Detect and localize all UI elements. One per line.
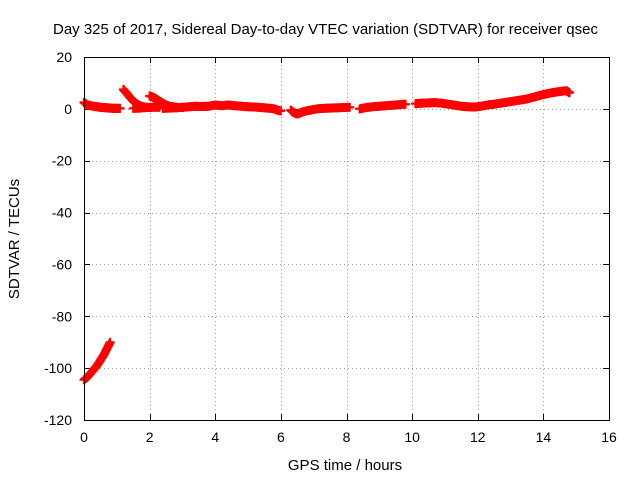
data-point [115, 103, 125, 113]
y-tick-label: 20 [56, 49, 72, 65]
x-tick-label: 4 [211, 429, 219, 445]
y-tick-label: -40 [52, 205, 72, 221]
chart-title: Day 325 of 2017, Sidereal Day-to-day VTE… [53, 21, 598, 38]
data-point [105, 337, 115, 347]
series-arc-F [286, 102, 355, 119]
series-arc-A [79, 97, 125, 113]
series-arc-G [355, 99, 411, 114]
x-tick-label: 8 [343, 429, 351, 445]
data-point [401, 99, 411, 109]
x-tick-label: 12 [470, 429, 486, 445]
y-tick-label: -120 [44, 412, 72, 428]
y-tick-label: -20 [52, 153, 72, 169]
y-tick-label: -60 [52, 256, 72, 272]
y-axis-label: SDTVAR / TECUs [6, 179, 23, 299]
x-tick-label: 6 [277, 429, 285, 445]
data-point [276, 106, 286, 116]
series-arc-E [158, 100, 286, 116]
axis-ticks: 0 2 4 6 8 10 12 14 16 20 0 -20 -40 -60 -80 -100 -120 [44, 49, 617, 445]
x-tick-label: 16 [601, 429, 617, 445]
x-tick-label: 0 [80, 429, 88, 445]
x-tick-label: 2 [146, 429, 154, 445]
x-tick-label: 10 [404, 429, 420, 445]
data-points [79, 84, 575, 385]
grid [84, 57, 609, 420]
data-point [565, 88, 575, 98]
data-point [345, 102, 355, 112]
series-arc-H [410, 86, 575, 112]
x-tick-label: 14 [536, 429, 552, 445]
x-axis-label: GPS time / hours [288, 457, 402, 474]
y-tick-label: -80 [52, 308, 72, 324]
y-tick-label: 0 [64, 101, 72, 117]
y-tick-label: -100 [44, 360, 72, 376]
plot-frame [84, 57, 610, 421]
